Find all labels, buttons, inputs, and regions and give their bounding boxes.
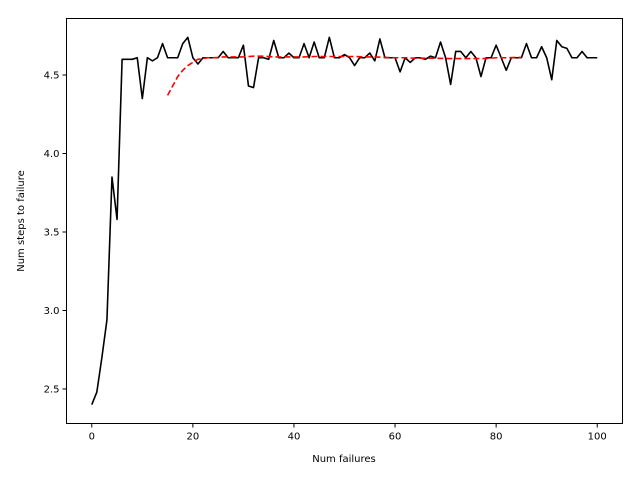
series-line-2	[166, 55, 522, 96]
y-tick-label: 2.5	[44, 384, 60, 395]
y-tick-label: 3.0	[44, 306, 60, 317]
y-tick-label: 4.0	[44, 149, 60, 160]
x-tick-label: 60	[389, 432, 402, 443]
x-tick-label: 40	[288, 432, 301, 443]
x-tick-label: 20	[186, 432, 199, 443]
plot-frame	[66, 18, 623, 424]
series-layer	[91, 36, 598, 405]
x-tick-label: 0	[89, 432, 95, 443]
x-axis-label: Num failures	[312, 454, 376, 465]
y-tick-label: 4.5	[44, 71, 60, 82]
y-tick-label: 3.5	[44, 227, 60, 238]
x-axis-ticks: 0 20 40 60 80 100	[89, 423, 607, 443]
x-tick-label: 80	[490, 432, 503, 443]
y-axis-ticks: 2.5 3.0 3.5 4.0 4.5	[44, 71, 67, 395]
y-axis-label: Num steps to failure	[16, 170, 27, 272]
x-tick-label: 100	[588, 432, 607, 443]
